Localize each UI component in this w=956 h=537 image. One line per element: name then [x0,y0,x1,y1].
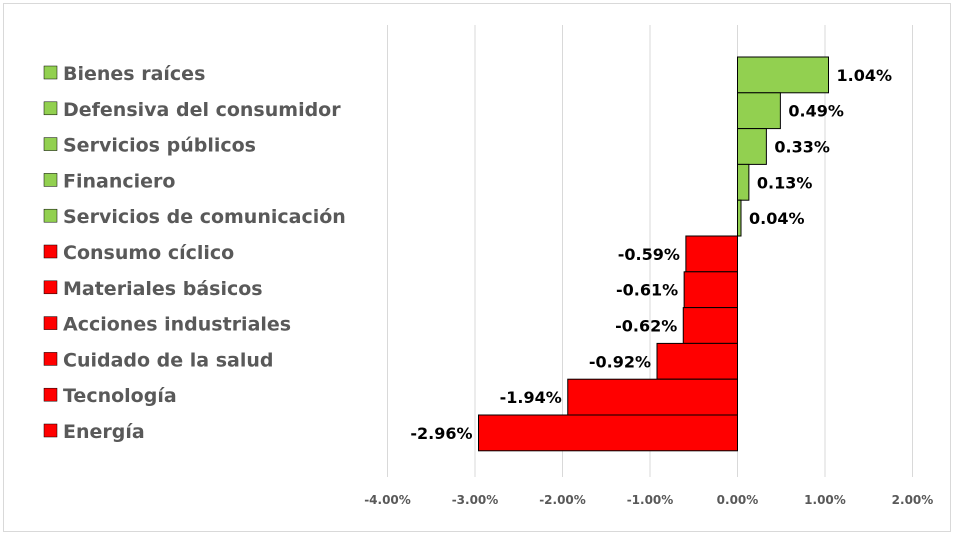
legend-swatch [43,137,58,151]
x-tick-label: -2.00% [539,493,586,507]
bar [683,271,738,309]
legend-swatch [43,352,58,366]
legend: Bienes raíces Defensiva del consumidor Ser… [43,63,346,443]
legend-label: Tecnología [63,385,177,407]
legend-label: Materiales básicos [63,278,263,300]
x-tick-label: -4.00% [364,493,411,507]
legend-swatch [43,244,58,259]
x-tick-label: 1.00% [804,493,846,507]
bar [478,414,738,452]
bar [737,163,750,201]
legend-swatch [43,280,58,295]
legend-swatch [43,101,58,116]
bar [685,235,738,273]
bar-value-label: -0.59% [618,245,680,264]
legend-swatch [43,65,58,80]
bar-value-label: 0.33% [774,138,830,157]
bar [737,56,829,94]
legend-label: Energía [63,421,145,443]
bar-value-label: -0.92% [589,352,651,371]
legend-label: Consumo cíclico [63,242,234,264]
bar-value-label: -0.61% [616,281,678,300]
chart-frame [3,3,951,532]
x-tick-label: 0.00% [717,493,759,507]
legend-swatch [43,173,58,187]
bar [567,378,738,416]
bar-value-label: 0.13% [757,173,813,192]
legend-label: Cuidado de la salud [63,349,274,371]
bar-value-label: 1.04% [837,66,893,85]
bar [656,342,738,380]
x-tick-label: 2.00% [892,493,934,507]
bar-value-label: -1.94% [500,388,562,407]
legend-label: Acciones industriales [63,314,291,336]
x-tick-label: -1.00% [627,493,674,507]
bar [682,307,738,344]
bar [737,92,781,130]
bar-value-label: 0.49% [788,102,844,121]
legend-label: Defensiva del consumidor [63,99,341,121]
x-axis-ticks: -4.00% -3.00% -2.00% -1.00% 0.00% 1.00% 2.00% [364,493,933,507]
legend-swatch [43,423,58,438]
bars [478,56,829,452]
legend-label: Servicios de comunicación [63,206,346,228]
legend-label: Servicios públicos [63,135,256,157]
bar [737,199,742,237]
value-labels: 1.04% 0.49% 0.33% 0.13% 0.04% -0.59% -0.61% -0.… [410,66,892,443]
legend-label: Financiero [63,170,175,192]
legend-swatch [43,387,58,402]
bar-value-label: -0.62% [615,317,677,336]
legend-label: Bienes raíces [63,63,205,85]
legend-swatch [43,316,58,330]
bar-value-label: 0.04% [749,209,805,228]
x-tick-label: -3.00% [452,493,499,507]
bar [737,128,767,165]
legend-swatch [43,208,58,223]
bar-value-label: -2.96% [410,424,472,443]
